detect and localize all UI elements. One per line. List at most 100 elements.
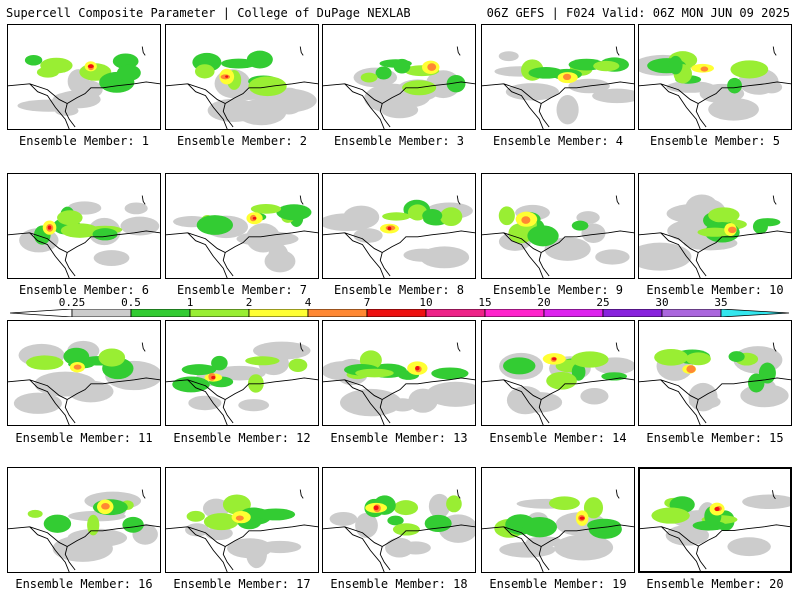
scp-contour-low	[24, 55, 43, 66]
scp-contour-low	[116, 64, 141, 81]
border-line	[187, 232, 228, 278]
border-line	[660, 83, 701, 129]
coastline	[8, 81, 160, 104]
colorbar-swatch	[602, 309, 663, 317]
scp-contour-0.25	[55, 90, 101, 109]
coastline	[482, 81, 634, 104]
scp-contour-7	[427, 63, 437, 71]
ensemble-member-map	[165, 320, 319, 426]
scp-contour-low	[60, 223, 99, 238]
scp-contour-0.25	[340, 388, 402, 417]
coastline	[222, 399, 234, 424]
scp-contour-7	[101, 503, 110, 510]
coastline	[639, 377, 791, 400]
scp-contour-low	[57, 210, 83, 226]
border-line	[344, 83, 385, 129]
scp-contour-0.25	[238, 399, 270, 412]
scp-contour-10	[387, 226, 392, 231]
lake-outline	[299, 342, 304, 352]
scp-contour-low	[571, 363, 586, 381]
colorbar-tick-label: 4	[304, 296, 312, 309]
scp-contour-10	[373, 505, 379, 511]
lake-outline	[141, 46, 146, 56]
scp-field-map	[482, 489, 634, 572]
scp-contour-0.25	[343, 205, 380, 229]
scp-contour-0.25	[246, 539, 267, 569]
scp-contour-0.25	[639, 242, 692, 271]
lake-outline	[615, 342, 620, 352]
coastline	[8, 230, 160, 253]
ensemble-member-map	[638, 467, 792, 573]
colorbar-swatch	[130, 309, 191, 317]
colorbar-tick-label: 2	[245, 296, 253, 309]
lake-outline	[141, 342, 146, 352]
scp-contour-low	[527, 225, 559, 247]
coastline	[323, 230, 475, 253]
lake-outline	[772, 195, 777, 205]
border-line	[29, 83, 70, 129]
coastline	[482, 230, 634, 253]
scp-contour-low	[748, 373, 765, 393]
scp-contour-low	[256, 508, 296, 521]
ensemble-member-map	[638, 24, 792, 130]
scp-contour-7	[235, 515, 244, 521]
scp-contour-low	[546, 372, 577, 390]
member-label: Ensemble Member: 3	[333, 134, 465, 148]
scp-contour-low	[727, 77, 742, 94]
lake-outline	[299, 195, 304, 205]
scp-contour-low	[668, 55, 683, 75]
ensemble-member-map	[322, 24, 476, 130]
border-line	[503, 232, 544, 278]
member-label: Ensemble Member: 14	[489, 431, 627, 445]
scp-field-map	[323, 195, 475, 278]
lake-outline	[772, 46, 777, 56]
scp-contour-low	[27, 509, 43, 518]
scp-contour-0.25	[526, 536, 563, 547]
scp-contour-10	[211, 375, 216, 380]
scp-field-map	[482, 342, 634, 425]
scp-contour-10	[579, 516, 585, 520]
model-valid-time: 06Z GEFS | F024 Valid: 06Z MON JUN 09 20…	[486, 6, 790, 20]
coastline	[166, 377, 318, 400]
ensemble-member-map	[481, 173, 635, 279]
ensemble-member-map	[481, 24, 635, 130]
colorbar-tick-label: 0.5	[121, 296, 141, 309]
scp-contour-0.25	[403, 248, 443, 262]
colorbar-swatch	[248, 309, 309, 317]
scp-contour-low	[382, 212, 411, 221]
scp-contour-low	[172, 376, 210, 393]
coastline	[8, 524, 160, 547]
colorbar-tick-label: 10	[419, 296, 433, 309]
coastline	[379, 103, 391, 128]
scp-contour-low	[446, 495, 462, 513]
scp-contour-low	[181, 364, 217, 376]
scp-contour-low	[194, 64, 215, 79]
ensemble-member-map	[7, 173, 161, 279]
coastline	[222, 546, 234, 571]
ensemble-member-map	[7, 320, 161, 426]
lake-outline	[299, 489, 304, 499]
scp-field-map	[323, 46, 475, 129]
coastline	[323, 524, 475, 547]
scp-contour-low	[122, 516, 144, 533]
scp-contour-low	[685, 352, 711, 366]
coastline	[166, 524, 318, 547]
member-label: Ensemble Member: 6	[18, 283, 150, 297]
lake-outline	[615, 489, 620, 499]
colorbar-legend: 0.25 0.5 1 2 4 7 10 15 20 25 30 35	[10, 296, 790, 323]
border-line	[187, 526, 228, 572]
ensemble-member-map	[481, 467, 635, 573]
scp-contour-low	[211, 355, 228, 371]
coastline	[695, 103, 707, 128]
scp-contour-0.25	[426, 381, 475, 407]
coastline	[379, 399, 391, 424]
scp-contour-0.25	[556, 95, 579, 125]
scp-contour-7	[700, 66, 709, 72]
scp-contour-low	[387, 515, 404, 526]
lake-outline	[615, 195, 620, 205]
scp-contour-0.25	[13, 392, 62, 414]
member-label: Ensemble Member: 2	[176, 134, 308, 148]
colorbar-tick-label: 35	[714, 296, 728, 309]
scp-contour-low	[498, 206, 515, 226]
scp-contour-low	[248, 76, 287, 97]
